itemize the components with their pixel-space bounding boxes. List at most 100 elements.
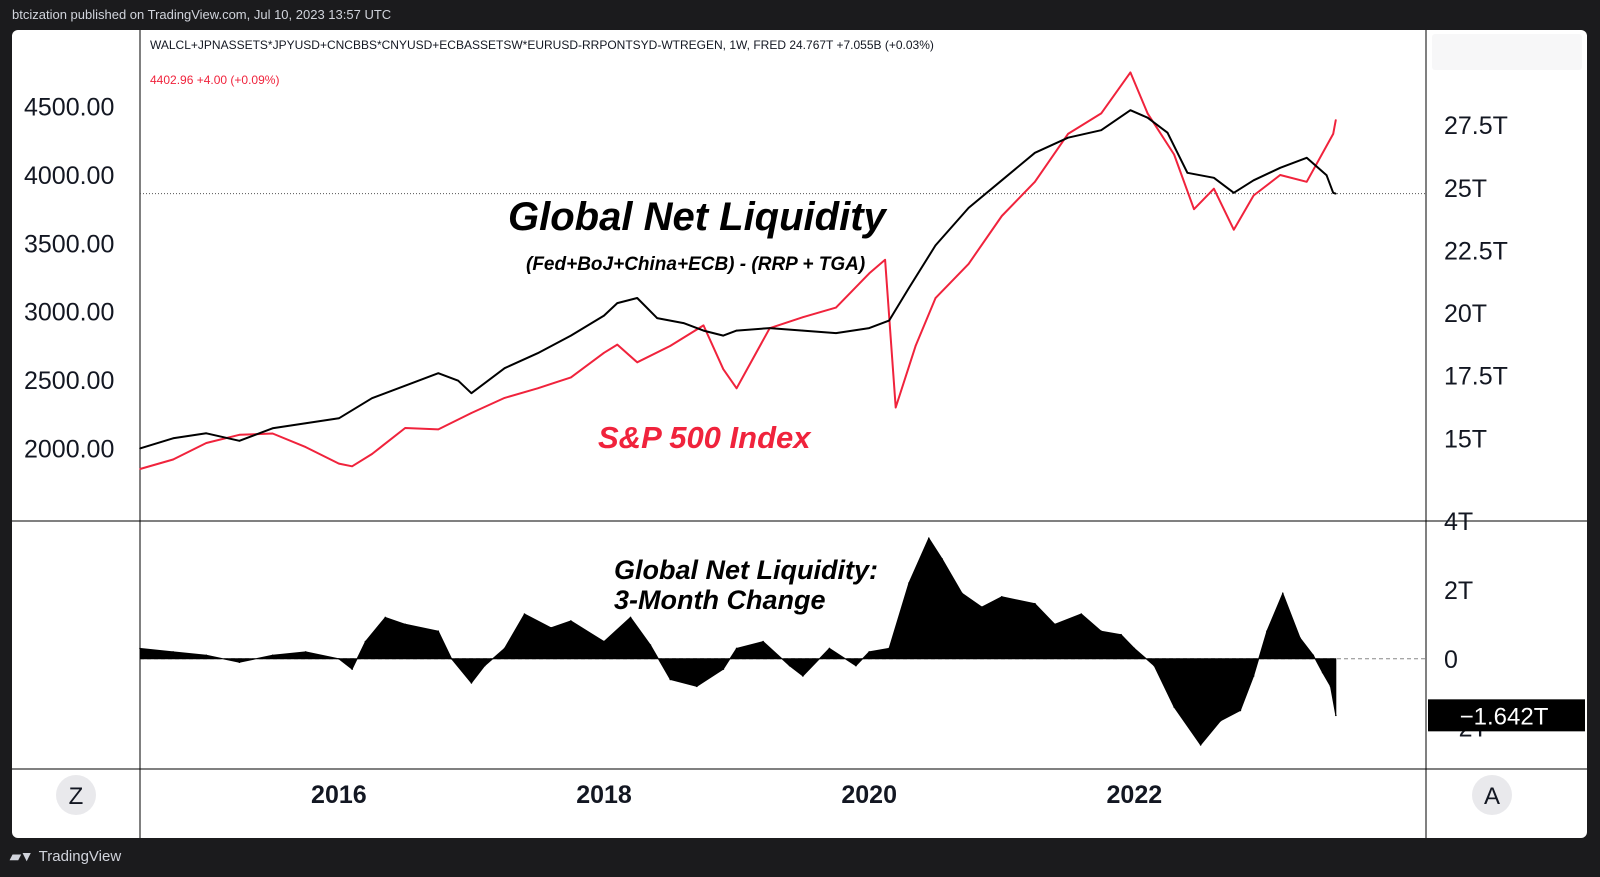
sp500-point bbox=[616, 343, 619, 346]
chart-frame: 4500.00 4000.00 3500.00 3000.00 2500.00 2000.… bbox=[12, 30, 1587, 838]
annotation-title: Global Net Liquidity bbox=[508, 195, 888, 239]
change-point bbox=[669, 678, 672, 681]
liquidity-point bbox=[1067, 136, 1069, 139]
change-point bbox=[450, 657, 453, 660]
change-point bbox=[1000, 595, 1003, 598]
change-point bbox=[1120, 633, 1122, 636]
last-value-label: −1.642T bbox=[1460, 703, 1549, 730]
liquidity-point bbox=[1335, 192, 1337, 195]
change-point bbox=[802, 675, 804, 677]
sp500-point bbox=[1193, 208, 1195, 210]
liquidity-point bbox=[1305, 156, 1308, 159]
sp500-point bbox=[636, 361, 638, 364]
left-tick-label: 4500.00 bbox=[24, 94, 114, 122]
change-point bbox=[828, 647, 831, 650]
liquidity-point bbox=[636, 297, 638, 299]
sp500-point bbox=[1000, 215, 1003, 217]
sp500-point bbox=[437, 428, 440, 431]
liquidity-point bbox=[470, 392, 473, 395]
sp500-point bbox=[802, 316, 804, 319]
liquidity-point bbox=[371, 397, 373, 400]
liquidity-point bbox=[1034, 151, 1036, 154]
change-point bbox=[1219, 719, 1222, 722]
tradingview-brand: TradingView bbox=[38, 848, 122, 865]
liquidity-point bbox=[1129, 109, 1132, 111]
change-point bbox=[629, 616, 632, 619]
left-tick-label: 4000.00 bbox=[24, 162, 114, 190]
liquidity-point bbox=[304, 422, 307, 425]
liquidity-point bbox=[1232, 192, 1235, 194]
chart-svg[interactable]: 4500.00 4000.00 3500.00 3000.00 2500.00 2000.… bbox=[12, 30, 1587, 838]
change-point bbox=[1252, 675, 1255, 677]
change-point bbox=[1266, 630, 1268, 633]
change-point bbox=[1053, 623, 1056, 626]
change-point bbox=[304, 651, 307, 653]
sp500-point bbox=[404, 427, 406, 429]
right-tick-label: 27.5T bbox=[1444, 112, 1508, 140]
sp500-point bbox=[503, 397, 506, 399]
change-point bbox=[1080, 613, 1083, 615]
sp500-point bbox=[570, 376, 572, 379]
liquidity-point bbox=[1186, 171, 1189, 174]
a-button[interactable] bbox=[1472, 775, 1512, 815]
right-tick-label: 17.5T bbox=[1444, 363, 1508, 391]
liquidity-point bbox=[1252, 179, 1255, 182]
change-point bbox=[238, 661, 241, 664]
sp500-point bbox=[702, 324, 705, 327]
annotation-sub-title-1: Global Net Liquidity: bbox=[614, 555, 878, 585]
liquidity-point bbox=[802, 329, 804, 332]
legend-box bbox=[142, 32, 942, 92]
sp500-point bbox=[1279, 174, 1281, 176]
change-tick-label: 2T bbox=[1444, 577, 1473, 605]
left-tick-label: 3500.00 bbox=[24, 230, 114, 258]
liquidity-point bbox=[768, 327, 771, 329]
change-point bbox=[722, 668, 725, 670]
change-point bbox=[351, 668, 353, 670]
sp500-point bbox=[884, 258, 886, 261]
sp500-point bbox=[238, 434, 241, 436]
change-point bbox=[1034, 602, 1036, 605]
liquidity-point bbox=[868, 327, 870, 329]
x-tick-label: 2022 bbox=[1107, 781, 1163, 809]
sp500-point bbox=[338, 462, 340, 465]
sp500-point bbox=[1067, 133, 1069, 135]
liquidity-point bbox=[735, 329, 738, 332]
change-point bbox=[1321, 671, 1324, 674]
tradingview-logo[interactable]: ▰▼ TradingView bbox=[10, 848, 121, 865]
liquidity-point bbox=[139, 447, 141, 450]
tradingview-logo-icon: ▰▼ bbox=[10, 848, 34, 864]
change-point bbox=[523, 613, 526, 615]
change-point bbox=[868, 651, 870, 653]
publisher-text: btcization published on TradingView.com,… bbox=[12, 7, 392, 22]
sp500-point bbox=[1129, 71, 1132, 74]
change-point bbox=[1100, 630, 1102, 633]
change-point bbox=[735, 647, 738, 650]
z-button[interactable] bbox=[56, 775, 96, 815]
sp500-point bbox=[934, 297, 937, 299]
sp500-point bbox=[371, 453, 373, 455]
price-scale-top bbox=[1432, 34, 1582, 70]
liquidity-point bbox=[967, 207, 970, 209]
sp500-point bbox=[603, 351, 605, 354]
liquidity-point bbox=[271, 427, 274, 430]
sp500-point bbox=[172, 458, 174, 461]
sp500-point bbox=[1335, 119, 1337, 121]
change-point bbox=[649, 644, 652, 646]
liquidity-point bbox=[1325, 174, 1328, 177]
change-point bbox=[1173, 706, 1175, 708]
change-point bbox=[908, 582, 910, 584]
liquidity-point bbox=[570, 334, 572, 337]
z-button-label[interactable]: Z bbox=[69, 783, 84, 810]
liquidity-point bbox=[616, 302, 619, 304]
liquidity-point bbox=[1100, 129, 1102, 132]
annotation-formula: (Fed+BoJ+China+ECB) - (RRP + TGA) bbox=[526, 254, 865, 275]
liquidity-point bbox=[1166, 131, 1169, 134]
right-tick-label: 22.5T bbox=[1444, 237, 1508, 265]
change-point bbox=[437, 630, 440, 633]
liquidity-point bbox=[338, 417, 340, 420]
a-button-label[interactable]: A bbox=[1484, 783, 1500, 810]
change-point bbox=[139, 647, 141, 650]
change-point bbox=[1153, 664, 1156, 667]
sp500-point bbox=[351, 465, 353, 468]
liquidity-point bbox=[1146, 116, 1149, 119]
